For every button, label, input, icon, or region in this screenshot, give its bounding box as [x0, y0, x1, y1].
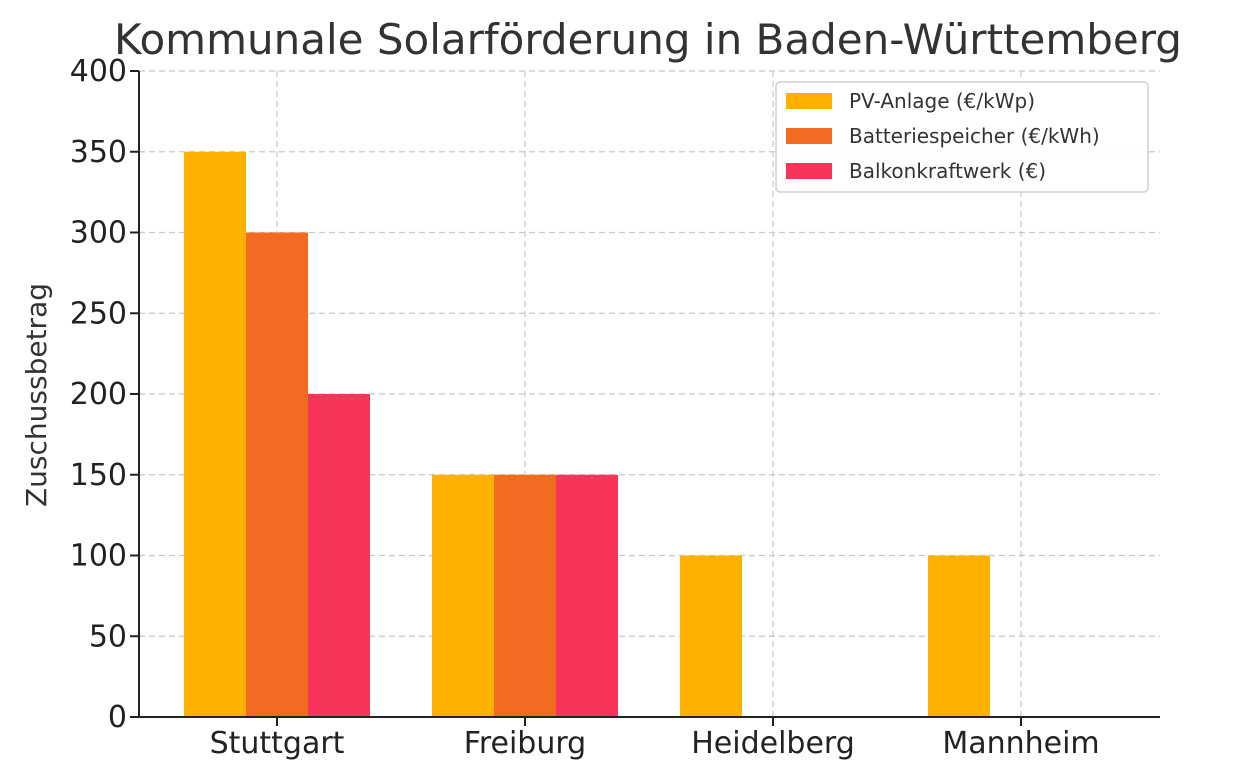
bar	[928, 555, 990, 717]
bar	[680, 555, 742, 717]
y-tick-label: 100	[70, 539, 127, 574]
y-tick-label: 300	[70, 216, 127, 251]
chart-title: Kommunale Solarförderung in Baden-Württe…	[114, 15, 1182, 64]
legend-swatch	[786, 163, 832, 179]
legend: PV-Anlage (€/kWp) Batteriespeicher (€/kWh…	[775, 81, 1149, 193]
x-tick-label: Mannheim	[942, 726, 1099, 761]
bar	[494, 474, 556, 717]
bar	[432, 474, 494, 717]
legend-label: Batteriespeicher (€/kWh)	[849, 124, 1100, 148]
y-tick-label: 50	[89, 619, 127, 654]
legend-label: Balkonkraftwerk (€)	[849, 159, 1046, 183]
bar	[246, 232, 308, 717]
x-tick-label: Stuttgart	[210, 726, 345, 761]
x-tick-label: Heidelberg	[691, 726, 855, 761]
y-tick-label: 400	[70, 54, 127, 89]
legend-label: PV-Anlage (€/kWp)	[849, 89, 1035, 113]
x-tick-label: Freiburg	[464, 726, 586, 761]
legend-box	[775, 81, 1149, 193]
y-tick-label: 150	[70, 458, 127, 493]
y-tick-label: 200	[70, 377, 127, 412]
legend-swatch	[786, 93, 832, 109]
bar	[556, 474, 618, 717]
y-tick-label: 0	[108, 700, 127, 735]
bar	[184, 151, 246, 717]
legend-swatch	[786, 128, 832, 144]
bar	[308, 394, 370, 717]
y-tick-label: 350	[70, 135, 127, 170]
y-axis-label: Zuschussbetrag	[20, 283, 53, 507]
bars	[184, 151, 990, 717]
y-tick-label: 250	[70, 296, 127, 331]
axes	[130, 70, 1160, 726]
tick-labels: 0 50 100 150 200 250 300 350 400 Stuttgart Freibur…	[70, 54, 1100, 761]
